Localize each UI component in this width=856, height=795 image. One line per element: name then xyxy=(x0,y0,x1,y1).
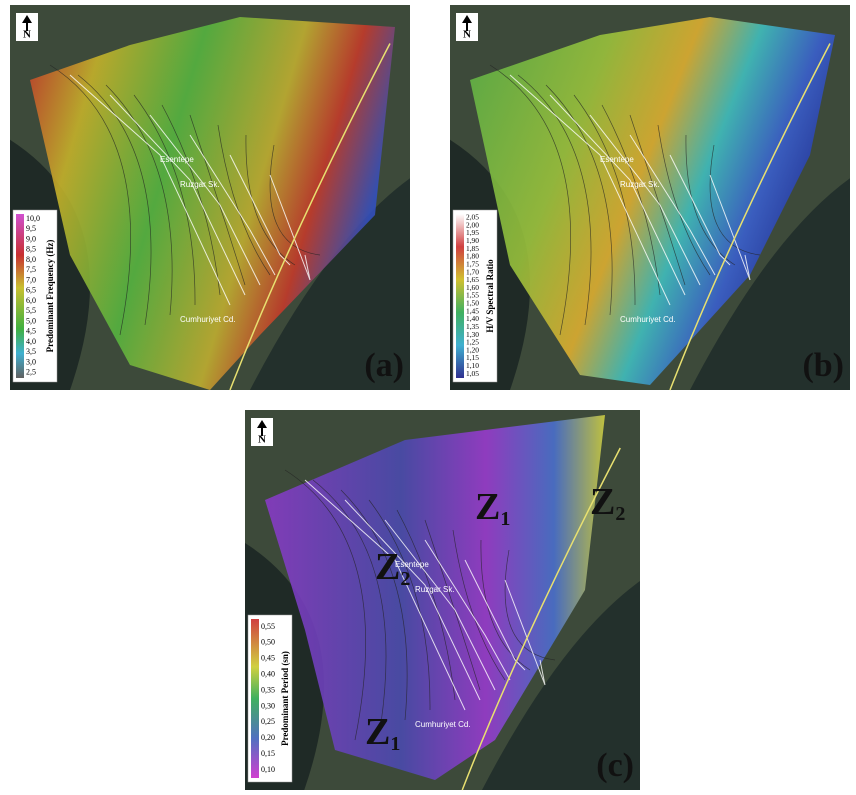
north-label: N xyxy=(23,29,31,41)
legend-value: 4,0 xyxy=(26,337,36,346)
legend-value: 0,25 xyxy=(261,717,275,726)
legend-value: 4,5 xyxy=(26,327,36,336)
panel-label: (c) xyxy=(596,747,634,784)
panel-label: (a) xyxy=(364,347,404,384)
street-label: Esentepe xyxy=(160,155,194,164)
legend-value: 9,5 xyxy=(26,224,36,233)
legend-value: 0,40 xyxy=(261,669,275,678)
zone-subscript: 1 xyxy=(390,733,400,755)
legend-title: Predominant Frequency (Hz) xyxy=(45,240,55,353)
figure: Esentepe Ruzgar Sk. Cumhuriyet Cd. N 10,09,5… xyxy=(0,0,856,795)
street-label: Ruzgar Sk. xyxy=(415,585,455,594)
legend-value: 0,50 xyxy=(261,638,275,647)
legend-colorbar xyxy=(251,619,259,778)
zone-letter: Z xyxy=(475,486,500,528)
legend-value: 7,5 xyxy=(26,265,36,274)
zone-subscript: 2 xyxy=(615,503,625,525)
legend-value: 6,5 xyxy=(26,286,36,295)
north-label: N xyxy=(258,434,266,446)
street-label: Cumhuriyet Cd. xyxy=(620,315,676,324)
legend-value: 0,45 xyxy=(261,654,275,663)
panel-label: (b) xyxy=(802,347,844,384)
map-panel: Esentepe Ruzgar Sk. Cumhuriyet Cd. N 10,09,5… xyxy=(10,5,410,390)
legend-value: 0,30 xyxy=(261,701,275,710)
legend-value: 3,0 xyxy=(26,357,36,366)
legend-value: 5,0 xyxy=(26,316,36,325)
legend-value: 0,10 xyxy=(261,765,275,774)
legend-colorbar xyxy=(456,214,464,378)
zone-letter: Z xyxy=(375,546,400,588)
legend-value: 8,5 xyxy=(26,245,36,254)
street-label: Cumhuriyet Cd. xyxy=(180,315,236,324)
street-label: Ruzgar Sk. xyxy=(180,180,220,189)
legend-value: 0,55 xyxy=(261,622,275,631)
legend-value: 0,35 xyxy=(261,685,275,694)
zone-subscript: 2 xyxy=(400,568,410,590)
street-label: Esentepe xyxy=(600,155,634,164)
map-panel: EsentepeRuzgar Sk.Cumhuriyet Cd.N2,052,0… xyxy=(450,5,850,390)
legend-value: 8,0 xyxy=(26,255,36,264)
legend-colorbar xyxy=(16,214,24,378)
legend-value: 3,5 xyxy=(26,347,36,356)
street-label: Ruzgar Sk. xyxy=(620,180,660,189)
legend-value: 2,5 xyxy=(26,368,36,377)
legend-value: 9,0 xyxy=(26,234,36,243)
legend-value: 10,0 xyxy=(26,214,40,223)
legend-value: 0,20 xyxy=(261,733,275,742)
legend-value: 1,05 xyxy=(466,369,479,378)
zone-letter: Z xyxy=(590,481,615,523)
legend-value: 5,5 xyxy=(26,306,36,315)
legend-value: 0,15 xyxy=(261,749,275,758)
zone-subscript: 1 xyxy=(500,508,510,530)
legend-value: 7,0 xyxy=(26,275,36,284)
street-label: Cumhuriyet Cd. xyxy=(415,720,471,729)
north-label: N xyxy=(463,29,471,41)
legend-title: H/V Spectral Ratio xyxy=(485,259,495,333)
legend-title: Predominant Period (sn) xyxy=(280,651,290,746)
zone-letter: Z xyxy=(365,711,390,753)
legend-value: 6,0 xyxy=(26,296,36,305)
